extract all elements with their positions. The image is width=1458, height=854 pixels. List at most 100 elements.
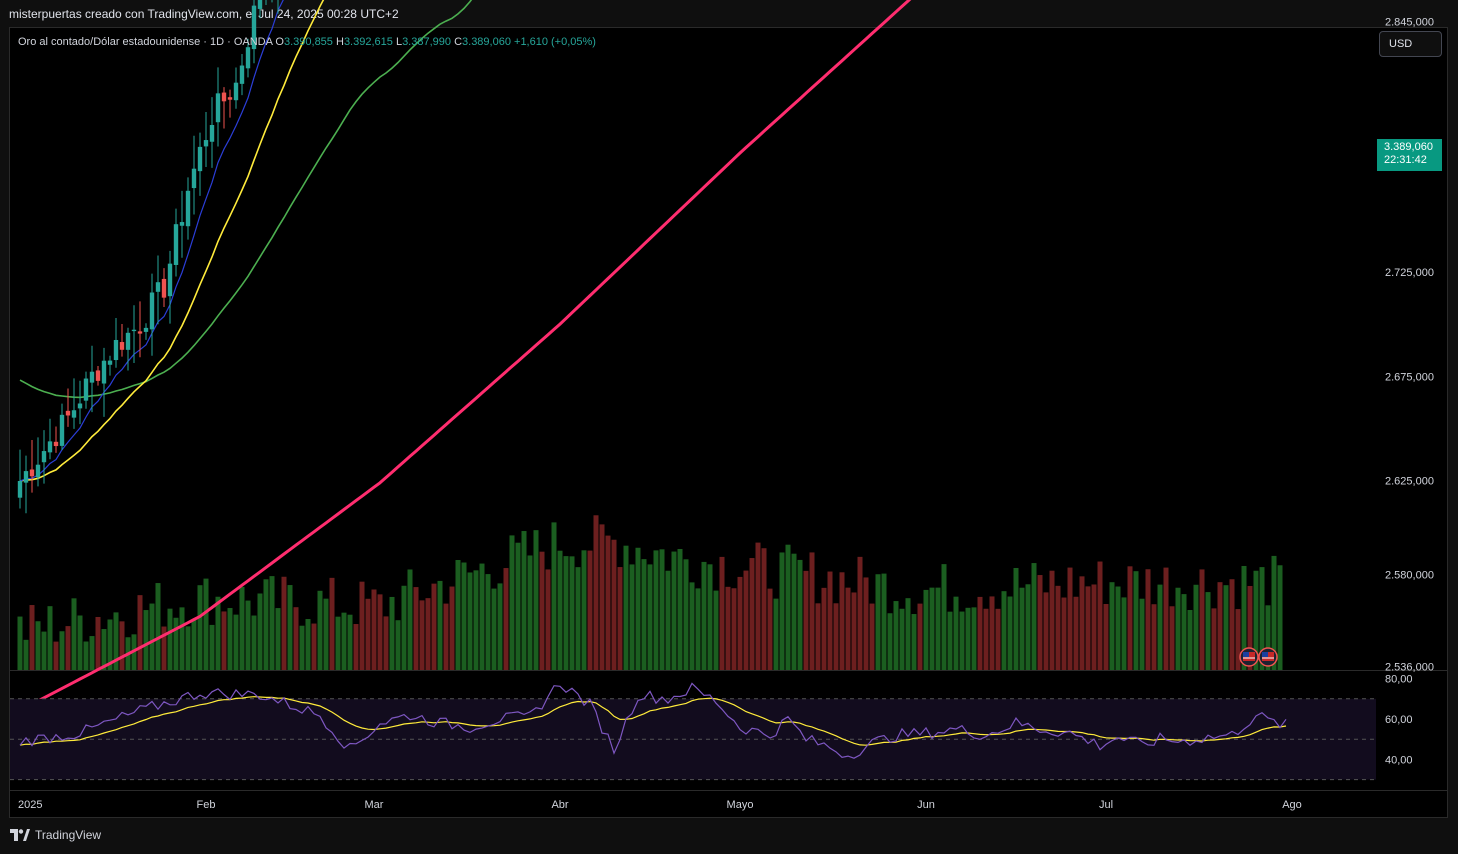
volume-bar [671,551,677,670]
us-flag-canton [1262,652,1268,657]
candle-body [95,370,101,381]
volume-bar [149,603,155,670]
volume-bar [455,560,461,670]
volume-bar [485,574,491,670]
volume-bar [1199,569,1205,670]
volume-bar [857,556,863,670]
volume-bar [1085,586,1091,670]
volume-bar [413,587,419,670]
candle-body [215,93,221,123]
volume-bar [1139,598,1145,670]
candle-body [113,339,119,361]
volume-bar [185,626,191,670]
candle-body [233,82,239,101]
volume-bar [281,576,287,670]
volume-bar [1241,565,1247,670]
volume-bar [341,612,347,670]
volume-bar [119,621,125,670]
volume-bar [1031,563,1037,670]
volume-bar [731,588,737,670]
ema-55-line [19,0,473,399]
volume-bar [1145,569,1151,670]
legend-open-label: O [275,36,284,48]
rsi-tick-label: 80,00 [1385,674,1413,686]
volume-bar [689,582,695,670]
candle-body [167,263,173,297]
candle-body [89,371,95,383]
volume-bar [665,570,671,670]
volume-bar [1079,576,1085,670]
volume-bar [1247,585,1253,670]
volume-bar [695,588,701,670]
volume-bar [1043,592,1049,670]
volume-bar [245,600,251,670]
candle-body [209,125,215,142]
volume-bar [935,587,941,670]
volume-bar [347,614,353,670]
volume-bar [1067,567,1073,670]
volume-bar [359,581,365,670]
volume-bar [545,569,551,670]
volume-bar [41,631,47,670]
candle-body [155,282,161,292]
price-tick-label: 2.725,000 [1385,267,1434,279]
volume-bar [563,556,569,670]
volume-bar [923,589,929,670]
time-axis-label: 2025 [18,799,42,811]
volume-bar [401,585,407,670]
price-tick-label: 2.675,000 [1385,371,1434,383]
currency-button[interactable]: USD [1379,31,1442,57]
volume-bar [581,550,587,670]
volume-bar [611,539,617,670]
volume-bar [491,588,497,670]
candle-body [65,410,71,416]
volume-bar [725,586,731,670]
price-tick-label: 2.536,000 [1385,662,1434,674]
volume-bar [47,606,53,670]
candle-body [173,224,179,265]
tradingview-brand[interactable]: TradingView [10,828,101,842]
volume-bar [395,620,401,670]
chart-frame [9,27,1448,818]
volume-bar [623,545,629,670]
volume-bar [1013,567,1019,670]
volume-bar [1181,594,1187,670]
volume-bar [1235,609,1241,670]
volume-bar [383,616,389,670]
volume-bar [917,603,923,670]
rsi-tick-label: 60,00 [1385,714,1413,726]
volume-bar [629,564,635,670]
volume-bar [1025,584,1031,670]
volume-bar [1169,606,1175,670]
volume-bar [989,596,995,670]
volume-bar [743,570,749,670]
volume-bar [179,607,185,670]
symbol-legend[interactable]: Oro al contado/Dólar estadounidense · 1D… [18,36,596,48]
volume-bar [773,598,779,670]
candle-body [53,441,59,447]
volume-bar [191,619,197,670]
volume-bar [113,612,119,670]
volume-bar [1055,585,1061,670]
volume-bar [683,559,689,670]
volume-bar [431,583,437,670]
volume-bar [1019,587,1025,670]
candle-body [17,480,23,498]
volume-bar [101,629,107,670]
volume-bar [659,549,665,670]
candle-body [77,403,83,409]
volume-bar [1157,584,1163,670]
volume-bar [647,564,653,670]
volume-bar [971,607,977,670]
volume-bar [65,626,71,670]
volume-bar [1091,584,1097,670]
time-axis-label: Mayo [727,799,754,811]
legend-close-label: C [454,36,463,48]
volume-bar [527,555,533,670]
volume-bar [1175,587,1181,670]
volume-bar [701,561,707,670]
volume-bar [263,579,269,670]
volume-bar [593,515,599,670]
candle-body [41,451,47,463]
